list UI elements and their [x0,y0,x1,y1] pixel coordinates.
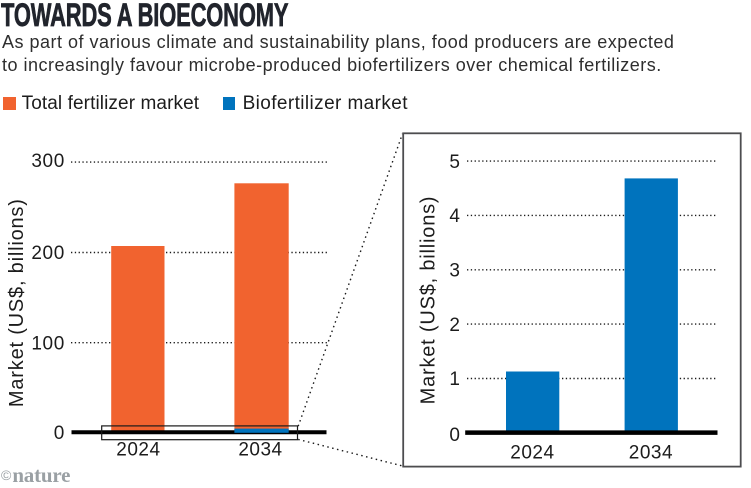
svg-text:2024: 2024 [510,443,554,464]
svg-text:Market (US$, billions): Market (US$, billions) [6,198,28,407]
svg-text:Market (US$, billions): Market (US$, billions) [418,196,440,405]
svg-text:0: 0 [449,425,460,446]
svg-text:4: 4 [449,206,460,227]
svg-text:300: 300 [31,151,65,172]
svg-text:2034: 2034 [629,443,673,464]
svg-text:1: 1 [449,369,460,390]
svg-text:200: 200 [31,243,65,264]
svg-text:3: 3 [449,261,460,282]
svg-text:5: 5 [449,152,460,173]
svg-text:2034: 2034 [238,439,282,460]
svg-text:0: 0 [54,423,65,444]
svg-text:2024: 2024 [116,439,160,460]
svg-text:100: 100 [31,333,65,354]
svg-text:2: 2 [449,315,460,336]
